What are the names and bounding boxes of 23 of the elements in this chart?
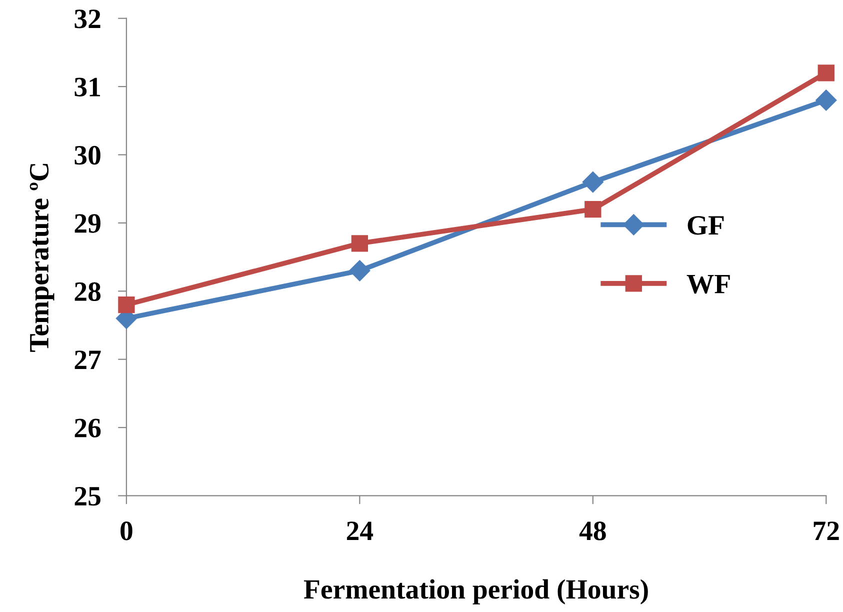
y-tick-label: 27 (74, 350, 101, 369)
y-tick-label: 28 (74, 282, 101, 302)
point (118, 296, 135, 314)
y-tick-label: 26 (74, 418, 101, 438)
y-axis-title: Temperature ºC (30, 164, 54, 352)
x-axis-title: Fermentation period (Hours) (304, 579, 648, 604)
x-tick-label: 24 (346, 522, 374, 540)
y-tick-label: 32 (74, 10, 100, 28)
y-tick-label: 25 (74, 486, 100, 506)
x-tick-label: 48 (579, 522, 606, 540)
x-tick-label: 0 (120, 522, 132, 540)
point (349, 260, 370, 282)
legend-label: GF (688, 216, 724, 235)
y-tick-label: 31 (74, 78, 100, 96)
point (584, 200, 602, 218)
legend-label: WF (686, 274, 730, 294)
y-tick-label: 29 (74, 214, 100, 233)
x-tick-label: 72 (814, 522, 839, 540)
y-tick-label: 30 (74, 146, 100, 165)
point (816, 90, 837, 111)
point (818, 64, 834, 82)
point (582, 172, 604, 193)
point (351, 235, 368, 252)
